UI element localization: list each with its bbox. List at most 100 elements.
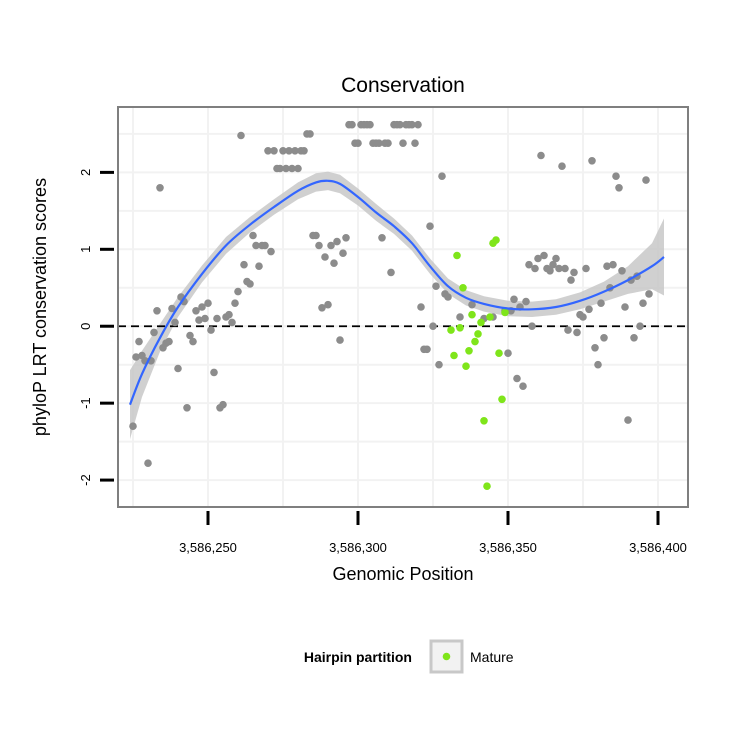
data-point [528,322,536,331]
mature-point [468,310,476,319]
data-point [600,334,608,342]
data-point [129,422,137,431]
data-point [234,287,242,296]
data-point [132,353,140,361]
data-point [414,120,422,129]
data-point [153,307,161,315]
data-point [201,314,209,323]
data-point [387,268,395,277]
data-point [285,147,293,155]
mature-point [492,236,500,244]
data-point [342,234,350,242]
data-point [522,297,530,306]
data-point [237,131,245,140]
mature-point [483,482,491,491]
data-point [186,331,194,340]
data-point [315,241,323,250]
data-point [612,172,620,180]
data-point [534,254,542,263]
y-axis: -2 -1 0 1 2 [78,169,114,486]
data-point [183,404,191,412]
confidence-band [130,171,664,440]
x-tick-label: 3,586,250 [179,540,237,555]
data-point [615,184,623,192]
y-tick-label: 1 [78,246,93,253]
data-point [330,259,338,268]
data-point [270,147,278,155]
mature-point [480,417,488,425]
data-point [318,304,326,312]
data-point [396,120,404,129]
data-point [165,337,173,346]
data-point [195,316,203,324]
data-point [564,326,572,334]
data-point [423,345,431,354]
mature-point [471,337,479,346]
data-point [240,260,248,269]
data-point [354,139,362,147]
data-point [540,251,548,260]
data-point [624,416,632,424]
mature-point [501,308,509,317]
mature-point [450,351,458,360]
legend-title: Hairpin partition [304,649,412,665]
mature-point [486,313,494,321]
data-point [570,268,578,277]
data-point [429,322,437,331]
data-point [135,337,143,346]
data-point [642,176,650,184]
y-tick-label: -1 [78,397,93,409]
y-axis-label: phyloP LRT conservation scores [30,178,50,436]
data-point [156,184,164,192]
mature-point [453,251,461,260]
data-point [510,295,518,304]
data-point [426,222,434,230]
data-point [504,349,512,358]
data-point [438,172,446,180]
data-point [531,264,539,273]
legend-mature-marker [442,652,451,661]
data-point [519,382,527,391]
data-point [249,231,257,240]
data-point [375,139,383,147]
data-point [267,247,275,256]
data-point [411,139,419,147]
data-point [609,260,617,269]
data-point [210,368,218,377]
data-point [279,147,287,155]
data-point [585,305,593,314]
data-point [276,164,284,173]
data-point [618,267,626,275]
data-point [219,400,227,409]
y-tick-label: -2 [78,474,93,486]
data-point [333,237,341,246]
confidence-band-layer [130,171,664,440]
data-point [549,260,557,269]
data-point [231,299,239,308]
data-point [306,130,314,138]
data-point [588,157,596,165]
data-point [444,293,452,301]
data-point [261,241,269,250]
data-point [555,264,563,273]
mature-point [498,395,506,404]
data-point [213,314,221,323]
legend-item-mature: Mature [470,649,514,665]
data-point [552,254,560,263]
data-point [228,318,236,327]
data-point [264,147,272,155]
data-point [282,164,290,173]
x-tick-label: 3,586,300 [329,540,387,555]
data-point [513,374,521,383]
data-point [558,162,566,170]
data-point [207,326,215,334]
data-point [198,303,206,311]
data-point [204,299,212,308]
data-point [225,310,233,319]
plot-panel [117,106,689,508]
smooth-curve-layer [128,179,665,406]
data-point [537,151,545,160]
data-point [432,282,440,291]
data-point [327,241,335,250]
